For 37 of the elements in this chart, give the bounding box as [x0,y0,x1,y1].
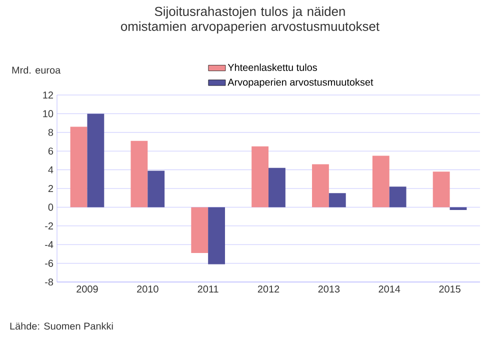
y-tick-label: -4 [45,241,54,248]
x-tick-label: 2013 [318,286,340,293]
y-tick-label: 2 [48,185,53,192]
bar [148,170,165,208]
bar [130,140,148,208]
y-tick-label: 6 [48,148,54,155]
y-tick-label: 4 [48,166,54,174]
x-tick-label: 2015 [439,286,460,293]
bar [268,168,286,208]
bar [312,164,329,208]
text: Lähde: Suomen Pankki [10,322,113,330]
y-tick-label: 0 [48,204,54,211]
y-tick-label: 12 [43,92,53,98]
legend-label: Arvopaperien arvostusmuutokset [228,78,374,88]
x-tick-label: 2012 [258,286,280,293]
bar [87,114,104,208]
y-axis-title: Mrd. euroa [12,66,61,74]
bar [191,207,208,254]
bar [70,126,88,208]
bar [328,193,346,208]
bar [208,207,225,264]
bar [372,156,390,208]
x-tick-label: 2010 [137,286,158,293]
y-tick-label: 8 [48,128,54,136]
bar [450,207,467,210]
bar [252,146,269,208]
x-tick-label: 2011 [198,286,218,293]
y-tick-label: -8 [45,278,54,286]
bar [432,172,450,208]
bar [389,186,406,208]
y-tick-label: -6 [45,260,54,267]
x-tick-label: 2014 [378,286,400,293]
x-tick-label: 2009 [76,286,98,293]
y-tick-label: 10 [43,110,54,118]
legend-label: Yhteenlaskettu tulos [228,64,317,71]
y-tick-label: -2 [45,222,53,230]
chart-title: Sijoitusrahastojen tulos ja näiden omistamien arvopaperien arvostusmuutokset [120,6,380,34]
